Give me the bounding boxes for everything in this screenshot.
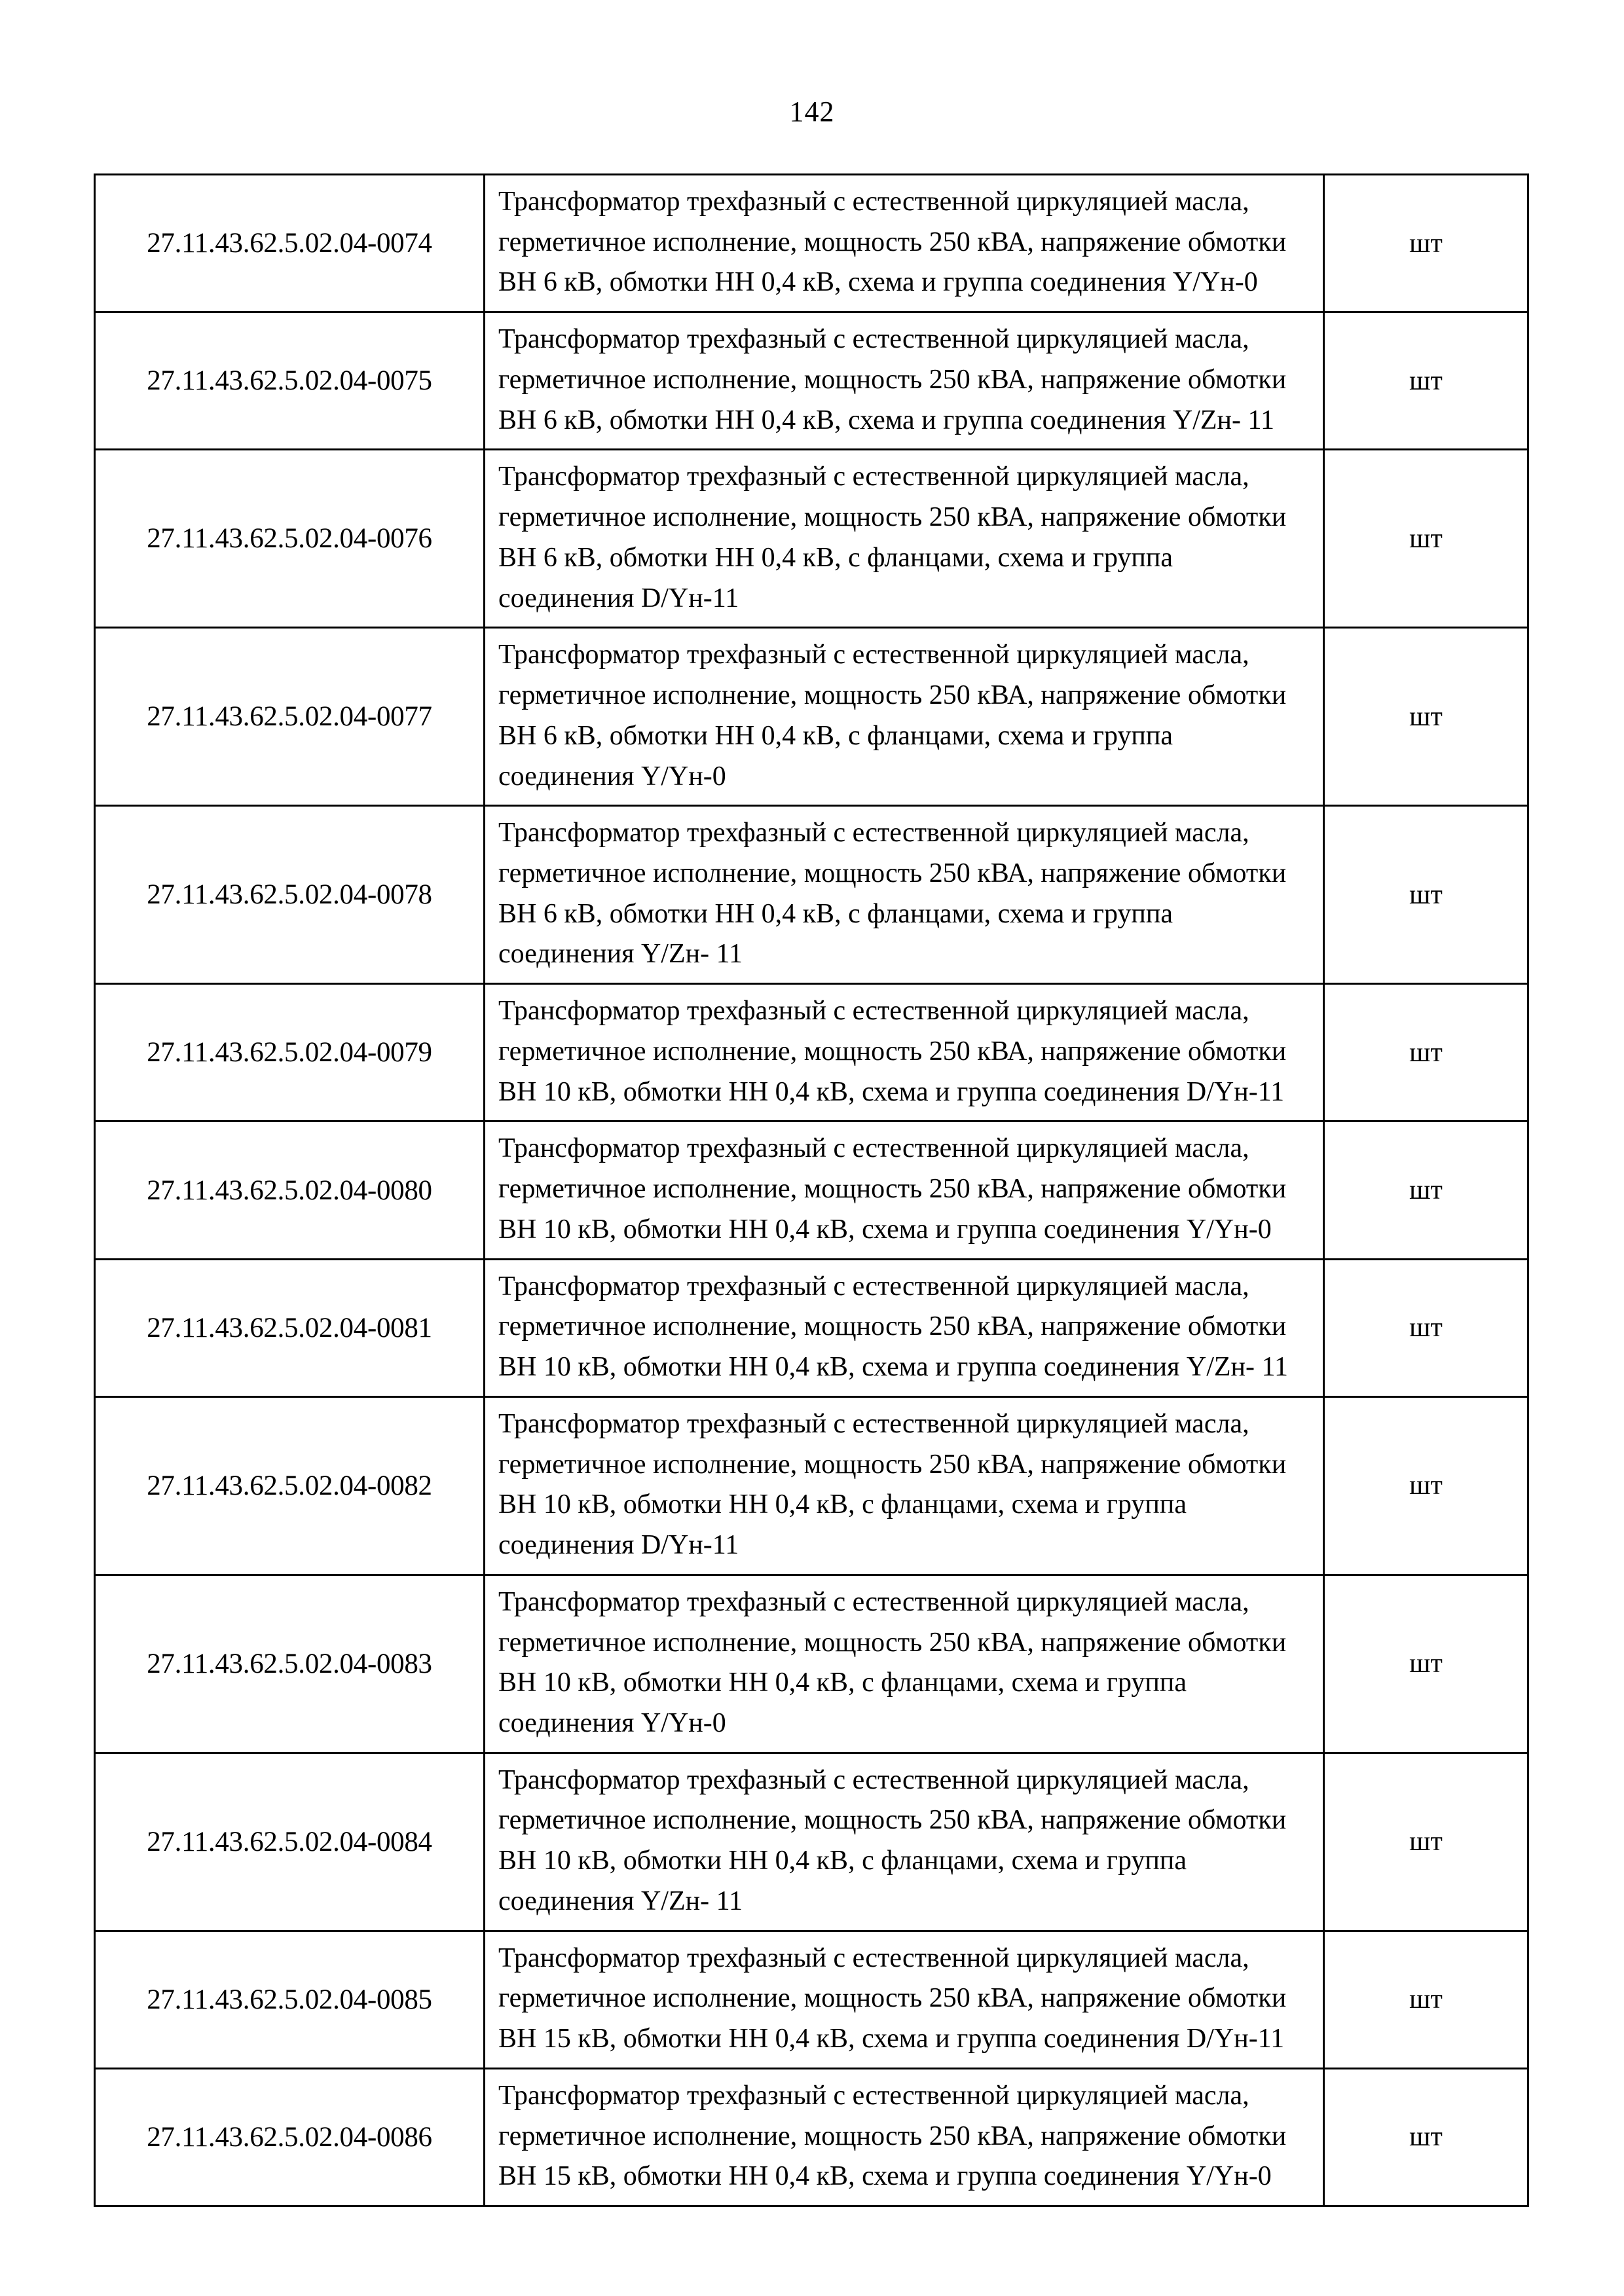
- product-description-cell: Трансформатор трехфазный с естественной …: [483, 627, 1325, 807]
- product-code-cell: 27.11.43.62.5.02.04-0086: [94, 2067, 485, 2208]
- product-code-cell: 27.11.43.62.5.02.04-0079: [94, 983, 485, 1123]
- unit-cell: шт: [1323, 983, 1529, 1123]
- table-row: 27.11.43.62.5.02.04-0081 Трансформатор т…: [94, 1258, 1529, 1398]
- unit-cell: шт: [1323, 311, 1529, 451]
- description-text: Трансформатор трехфазный с естественной …: [498, 1764, 1287, 1916]
- product-code-cell: 27.11.43.62.5.02.04-0074: [94, 173, 485, 314]
- table-row: 27.11.43.62.5.02.04-0078 Трансформатор т…: [94, 805, 1529, 985]
- table-row: 27.11.43.62.5.02.04-0086 Трансформатор т…: [94, 2067, 1529, 2208]
- product-description-cell: Трансформатор трехфазный с естественной …: [483, 1258, 1325, 1398]
- page-number: 142: [789, 96, 835, 128]
- unit-cell: шт: [1323, 1929, 1529, 2069]
- product-description-cell: Трансформатор трехфазный с естественной …: [483, 805, 1325, 985]
- product-code-cell: 27.11.43.62.5.02.04-0078: [94, 805, 485, 985]
- description-text: Трансформатор трехфазный с естественной …: [498, 1133, 1287, 1245]
- description-text: Трансформатор трехфазный с естественной …: [498, 640, 1287, 792]
- product-code-cell: 27.11.43.62.5.02.04-0082: [94, 1395, 485, 1576]
- description-text: Трансформатор трехфазный с естественной …: [498, 1271, 1288, 1383]
- product-code-cell: 27.11.43.62.5.02.04-0085: [94, 1929, 485, 2069]
- table-row: 27.11.43.62.5.02.04-0079 Трансформатор т…: [94, 983, 1529, 1123]
- unit-cell: шт: [1323, 448, 1529, 629]
- unit-cell: шт: [1323, 1573, 1529, 1754]
- table-row: 27.11.43.62.5.02.04-0077 Трансформатор т…: [94, 627, 1529, 807]
- table-row: 27.11.43.62.5.02.04-0082 Трансформатор т…: [94, 1395, 1529, 1576]
- unit-cell: шт: [1323, 627, 1529, 807]
- unit-cell: шт: [1323, 2067, 1529, 2208]
- product-description-cell: Трансформатор трехфазный с естественной …: [483, 1929, 1325, 2069]
- description-text: Трансформатор трехфазный с естественной …: [498, 1408, 1287, 1561]
- product-description-cell: Трансформатор трехфазный с естественной …: [483, 311, 1325, 451]
- product-catalog-table: 27.11.43.62.5.02.04-0074 Трансформатор т…: [94, 173, 1529, 2208]
- product-description-cell: Трансформатор трехфазный с естественной …: [483, 1573, 1325, 1754]
- unit-cell: шт: [1323, 805, 1529, 985]
- product-code-cell: 27.11.43.62.5.02.04-0077: [94, 627, 485, 807]
- description-text: Трансформатор трехфазный с естественной …: [498, 1586, 1287, 1738]
- table-row: 27.11.43.62.5.02.04-0075 Трансформатор т…: [94, 311, 1529, 451]
- product-code-cell: 27.11.43.62.5.02.04-0080: [94, 1120, 485, 1260]
- product-description-cell: Трансформатор трехфазный с естественной …: [483, 2067, 1325, 2208]
- unit-cell: шт: [1323, 1751, 1529, 1932]
- table-row: 27.11.43.62.5.02.04-0085 Трансформатор т…: [94, 1929, 1529, 2069]
- description-text: Трансформатор трехфазный с естественной …: [498, 462, 1287, 613]
- product-code-cell: 27.11.43.62.5.02.04-0083: [94, 1573, 485, 1754]
- table-row: 27.11.43.62.5.02.04-0074 Трансформатор т…: [94, 173, 1529, 314]
- description-text: Трансформатор трехфазный с естественной …: [498, 1942, 1287, 2054]
- unit-cell: шт: [1323, 173, 1529, 314]
- description-text: Трансформатор трехфазный с естественной …: [498, 818, 1287, 970]
- table-row: 27.11.43.62.5.02.04-0083 Трансформатор т…: [94, 1573, 1529, 1754]
- product-code-cell: 27.11.43.62.5.02.04-0081: [94, 1258, 485, 1398]
- description-text: Трансформатор трехфазный с естественной …: [498, 324, 1287, 435]
- unit-cell: шт: [1323, 1395, 1529, 1576]
- product-code-cell: 27.11.43.62.5.02.04-0076: [94, 448, 485, 629]
- unit-cell: шт: [1323, 1120, 1529, 1260]
- product-description-cell: Трансформатор трехфазный с естественной …: [483, 173, 1325, 314]
- table-row: 27.11.43.62.5.02.04-0076 Трансформатор т…: [94, 448, 1529, 629]
- table-row: 27.11.43.62.5.02.04-0080 Трансформатор т…: [94, 1120, 1529, 1260]
- table-row: 27.11.43.62.5.02.04-0084 Трансформатор т…: [94, 1751, 1529, 1932]
- unit-cell: шт: [1323, 1258, 1529, 1398]
- description-text: Трансформатор трехфазный с естественной …: [498, 996, 1287, 1107]
- product-description-cell: Трансформатор трехфазный с естественной …: [483, 983, 1325, 1123]
- table-body: 27.11.43.62.5.02.04-0074 Трансформатор т…: [94, 173, 1529, 2208]
- description-text: Трансформатор трехфазный с естественной …: [498, 187, 1287, 298]
- description-text: Трансформатор трехфазный с естественной …: [498, 2080, 1287, 2192]
- product-code-cell: 27.11.43.62.5.02.04-0075: [94, 311, 485, 451]
- product-description-cell: Трансформатор трехфазный с естественной …: [483, 448, 1325, 629]
- product-description-cell: Трансформатор трехфазный с естественной …: [483, 1120, 1325, 1260]
- product-code-cell: 27.11.43.62.5.02.04-0084: [94, 1751, 485, 1932]
- product-description-cell: Трансформатор трехфазный с естественной …: [483, 1395, 1325, 1576]
- product-description-cell: Трансформатор трехфазный с естественной …: [483, 1751, 1325, 1932]
